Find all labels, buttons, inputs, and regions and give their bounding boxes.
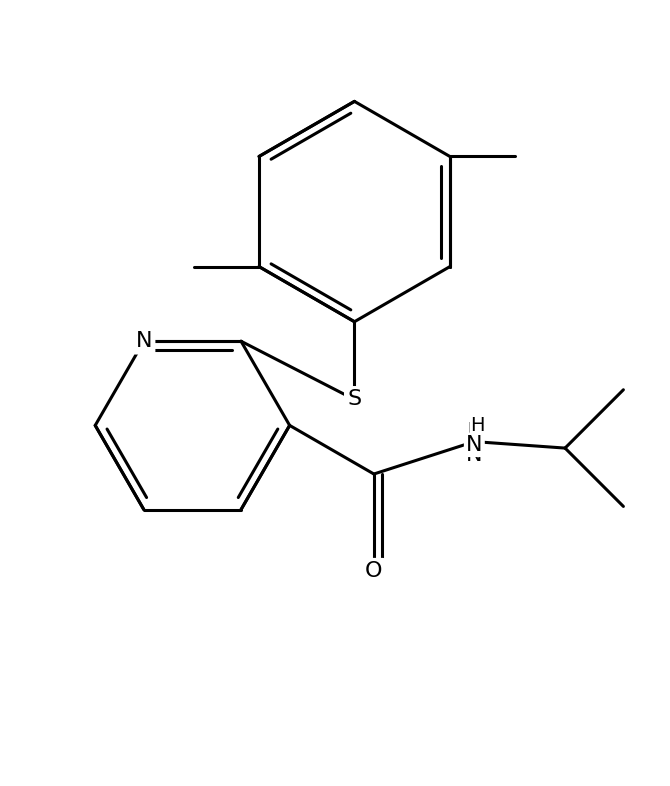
Text: H: H <box>466 421 482 442</box>
Text: S: S <box>347 390 362 410</box>
Text: O: O <box>365 561 383 581</box>
Text: N: N <box>135 331 152 351</box>
Text: N: N <box>135 331 152 351</box>
Text: O: O <box>365 561 383 581</box>
Text: N: N <box>466 435 482 455</box>
Text: N: N <box>466 445 482 465</box>
Text: H: H <box>470 416 485 435</box>
Text: S: S <box>347 390 362 410</box>
